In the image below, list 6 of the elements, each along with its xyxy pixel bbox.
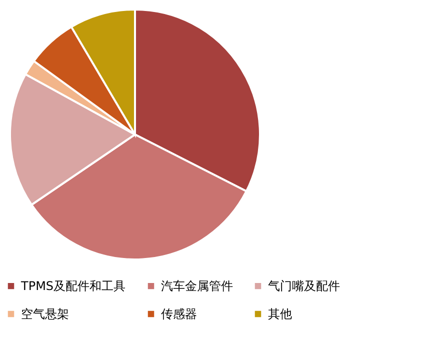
legend-label: 空气悬架 — [21, 307, 69, 321]
legend-label: 其他 — [268, 307, 292, 321]
legend-label: TPMS及配件和工具 — [20, 279, 126, 294]
legend-label: 汽车金属管件 — [161, 279, 233, 294]
legend-label: 传感器 — [161, 307, 197, 321]
legend-label: 气门嘴及配件 — [268, 279, 340, 294]
